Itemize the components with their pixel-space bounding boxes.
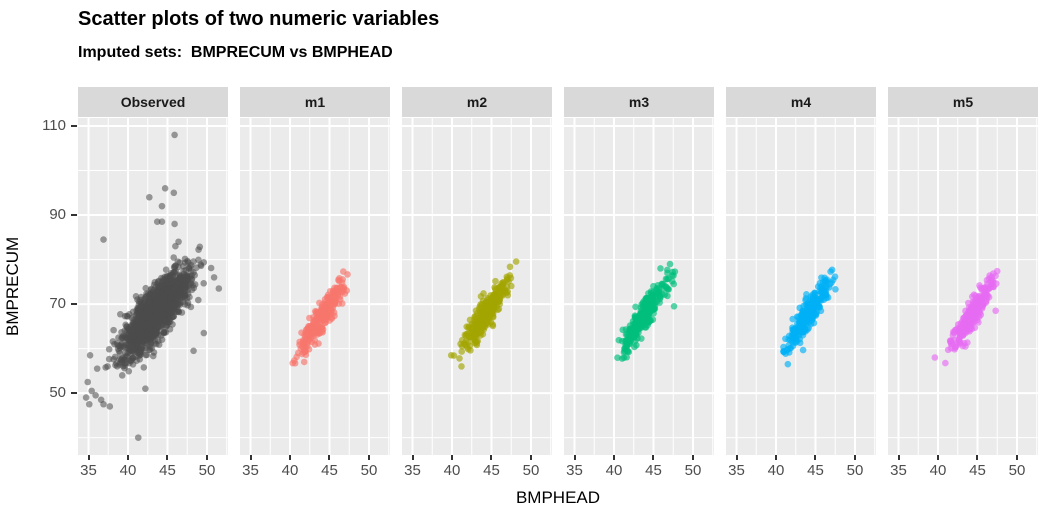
y-tick-mark bbox=[71, 303, 77, 306]
x-tick-label: 50 bbox=[360, 462, 378, 479]
scatter-panel-canvas bbox=[240, 118, 390, 455]
x-tick-label: 40 bbox=[605, 462, 623, 479]
x-tick-label: 50 bbox=[1008, 462, 1026, 479]
plot-title: Scatter plots of two numeric variables bbox=[78, 8, 440, 30]
x-tick-label: 40 bbox=[281, 462, 299, 479]
facet-strip: m1 bbox=[240, 87, 390, 117]
y-tick-mark bbox=[71, 125, 77, 127]
x-tick-mark bbox=[937, 455, 939, 460]
x-tick-label: 35 bbox=[728, 462, 745, 479]
x-tick-label: 40 bbox=[119, 462, 137, 479]
y-tick-label: 110 bbox=[42, 117, 66, 134]
x-tick-label: 40 bbox=[767, 462, 785, 479]
x-tick-label: 35 bbox=[890, 462, 907, 479]
x-tick-label: 40 bbox=[929, 462, 947, 479]
x-tick-mark bbox=[451, 455, 453, 460]
x-tick-label: 45 bbox=[321, 462, 338, 479]
x-axis-title: BMPHEAD bbox=[515, 488, 601, 507]
x-axis: 35 40 45 50 bbox=[402, 455, 552, 485]
facet-strip: m3 bbox=[564, 87, 714, 117]
x-tick-mark bbox=[249, 455, 252, 460]
y-tick-label: 70 bbox=[49, 295, 66, 313]
x-tick-mark bbox=[735, 455, 738, 460]
x-tick-mark bbox=[490, 455, 493, 460]
x-tick-mark bbox=[328, 455, 331, 460]
facet-strip-label: m4 bbox=[790, 94, 812, 110]
scatter-panel-canvas bbox=[888, 118, 1038, 455]
x-tick-mark bbox=[652, 455, 655, 460]
facet-m5: m5 35 40 45 50 bbox=[888, 87, 1038, 485]
x-tick-mark bbox=[166, 455, 169, 460]
y-axis: 110 90 70 50 bbox=[28, 0, 78, 525]
facet-strip-label: Observed bbox=[120, 94, 186, 110]
x-tick-label: 40 bbox=[443, 462, 461, 479]
x-tick-label: 50 bbox=[846, 462, 864, 479]
facet-strip-label: m5 bbox=[952, 94, 974, 110]
facet-strip: Observed bbox=[78, 87, 228, 117]
y-tick-mark bbox=[71, 392, 77, 395]
facet-strip: m4 bbox=[726, 87, 876, 117]
scatter-panel-canvas bbox=[402, 118, 552, 455]
x-tick-mark bbox=[853, 455, 856, 460]
facet-m4: m4 35 40 45 50 bbox=[726, 87, 876, 485]
facet-strip-label: m3 bbox=[628, 94, 650, 110]
facet-observed: Observed 35 40 45 50 bbox=[78, 87, 228, 485]
x-tick-mark bbox=[775, 455, 777, 460]
x-axis: 35 40 45 50 bbox=[78, 455, 228, 485]
facet-m3: m3 35 40 45 50 bbox=[564, 87, 714, 485]
x-axis: 35 40 45 50 bbox=[564, 455, 714, 485]
x-tick-mark bbox=[897, 455, 900, 460]
scatter-panel-canvas bbox=[726, 118, 876, 455]
x-tick-mark bbox=[613, 455, 615, 460]
plot-subtitle: Imputed sets: BMPRECUM vs BMPHEAD bbox=[78, 44, 393, 61]
x-tick-mark bbox=[289, 455, 291, 460]
x-axis: 35 40 45 50 bbox=[888, 455, 1038, 485]
facet-m1: m1 35 40 45 50 bbox=[240, 87, 390, 485]
x-tick-label: 50 bbox=[522, 462, 540, 479]
x-tick-label: 35 bbox=[566, 462, 583, 479]
x-tick-label: 45 bbox=[645, 462, 662, 479]
x-tick-label: 50 bbox=[684, 462, 702, 479]
facet-strip-label: m2 bbox=[466, 94, 488, 110]
x-tick-mark bbox=[814, 455, 817, 460]
x-tick-mark bbox=[87, 455, 90, 460]
scatter-panel-canvas bbox=[564, 118, 714, 455]
y-tick-mark bbox=[71, 214, 77, 217]
facet-row: Observed 35 40 45 50 m1 35 40 45 50 m2 35 40 45 50 m3 35… bbox=[78, 87, 1038, 485]
x-tick-mark bbox=[205, 455, 208, 460]
facet-strip-label: m1 bbox=[304, 94, 326, 110]
y-tick-label: 50 bbox=[49, 384, 66, 402]
x-tick-label: 35 bbox=[404, 462, 421, 479]
x-tick-mark bbox=[691, 455, 694, 460]
x-tick-mark bbox=[411, 455, 414, 460]
facet-m2: m2 35 40 45 50 bbox=[402, 87, 552, 485]
x-tick-mark bbox=[529, 455, 532, 460]
x-tick-label: 35 bbox=[80, 462, 97, 479]
x-tick-mark bbox=[1015, 455, 1018, 460]
x-tick-mark bbox=[573, 455, 576, 460]
x-tick-label: 45 bbox=[483, 462, 500, 479]
x-tick-mark bbox=[127, 455, 129, 460]
x-axis: 35 40 45 50 bbox=[240, 455, 390, 485]
facet-strip: m5 bbox=[888, 87, 1038, 117]
x-axis: 35 40 45 50 bbox=[726, 455, 876, 485]
facet-strip: m2 bbox=[402, 87, 552, 117]
y-tick-label: 90 bbox=[49, 206, 66, 224]
x-tick-label: 45 bbox=[159, 462, 176, 479]
scatter-panel-canvas bbox=[78, 118, 228, 455]
x-tick-label: 35 bbox=[242, 462, 259, 479]
x-tick-label: 45 bbox=[807, 462, 824, 479]
y-axis-title: BMPRECUM bbox=[3, 236, 22, 337]
x-tick-label: 50 bbox=[198, 462, 216, 479]
x-tick-mark bbox=[367, 455, 370, 460]
x-tick-mark bbox=[976, 455, 979, 460]
x-tick-label: 45 bbox=[969, 462, 986, 479]
